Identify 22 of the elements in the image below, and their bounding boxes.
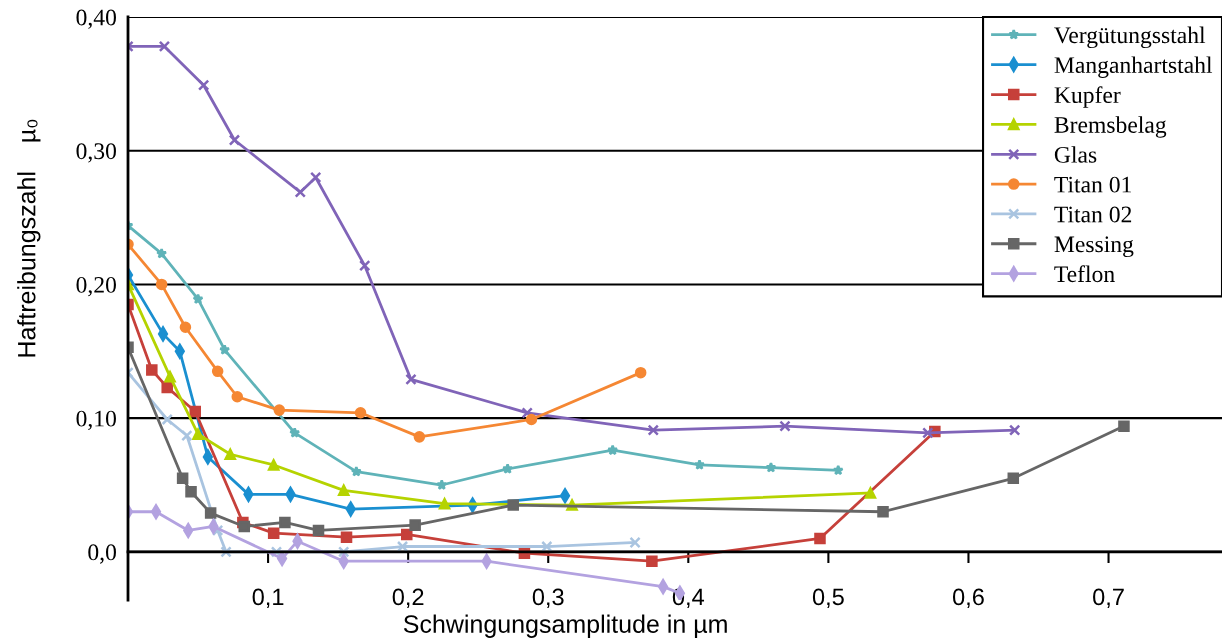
legend-label: Titan 02 xyxy=(1054,206,1132,223)
y-tick-label: 0,20 xyxy=(76,276,116,297)
y-tick-label: 0,10 xyxy=(76,410,116,430)
y-tick-label: 0,0 xyxy=(88,544,116,564)
legend-label: Messing xyxy=(1054,236,1134,258)
x-tick-label: 0,6 xyxy=(952,588,984,609)
legend-label: Vergütungsstahl xyxy=(1054,26,1206,49)
y-axis-title: Haftreibungszahl µ₀ xyxy=(17,119,41,357)
legend-label: Bremsbelag xyxy=(1054,116,1167,138)
y-tick-label: 0,40 xyxy=(76,9,116,29)
x-axis-title: Schwingungsamplitude in µm xyxy=(403,614,727,638)
legend-label: Manganhartstahl xyxy=(1054,56,1213,78)
x-tick-label: 0,1 xyxy=(252,588,284,609)
y-tick-label: 0,30 xyxy=(76,143,116,163)
legend-label: Titan 01 xyxy=(1054,176,1131,193)
x-tick-label: 0,7 xyxy=(1093,588,1124,609)
x-tick-label: 0,3 xyxy=(532,588,564,609)
legend-label: Kupfer xyxy=(1054,86,1121,108)
x-tick-label: 0,2 xyxy=(392,588,424,609)
legend-label: Teflon xyxy=(1054,265,1115,283)
x-tick-label: 0,5 xyxy=(812,588,844,609)
legend-label: Glas xyxy=(1054,146,1097,163)
